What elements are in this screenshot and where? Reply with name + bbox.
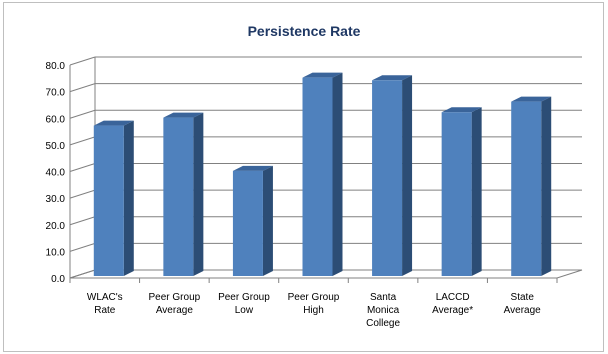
- x-category-label: LACCD Average*: [432, 292, 473, 316]
- bar: [372, 75, 413, 277]
- chart-title: Persistence Rate: [248, 23, 361, 39]
- y-tick-label: 30.0: [46, 194, 66, 205]
- bar-top: [93, 120, 134, 126]
- bar-side: [193, 112, 204, 276]
- bar-front: [441, 112, 472, 276]
- persistence-rate-chart: Persistence Rate 0.0 10.0 20.0 30.0 40.0 50.0…: [46, 23, 583, 329]
- bar-front: [372, 80, 403, 277]
- bar-front: [302, 77, 333, 276]
- y-axis-ticks: 0.0 10.0 20.0 30.0 40.0 50.0 60.0 70.0 80.0: [46, 61, 66, 285]
- bar-front: [511, 101, 542, 276]
- bar-side: [471, 107, 482, 276]
- x-axis-labels: WLAC's Rate Peer Group Average Peer Group Low…: [87, 292, 541, 329]
- bar-side: [402, 75, 413, 277]
- gridline-diagonal: [69, 56, 96, 66]
- gridline-diagonal: [69, 136, 96, 146]
- gridline-diagonal: [69, 189, 96, 199]
- bar: [511, 96, 552, 276]
- bars: [93, 72, 552, 277]
- y-tick-label: 10.0: [46, 247, 66, 258]
- axes: [69, 56, 583, 283]
- y-tick-label: 0.0: [51, 274, 65, 285]
- x-category-label: Peer Group High: [288, 292, 340, 316]
- x-category-label: WLAC's Rate: [87, 292, 123, 316]
- bar-top: [441, 107, 482, 113]
- bar-front: [93, 125, 124, 276]
- x-category-label: Santa Monica College: [366, 292, 400, 329]
- gridline-diagonal: [69, 83, 96, 93]
- bar-side: [123, 120, 134, 276]
- y-tick-label: 50.0: [46, 141, 66, 152]
- gridline-diagonal: [69, 163, 96, 172]
- bar: [302, 72, 343, 276]
- bar: [163, 112, 204, 276]
- bar-top: [163, 112, 204, 118]
- x-category-label: Peer Group Average: [149, 292, 201, 316]
- bar-front: [232, 170, 263, 276]
- y-tick-label: 20.0: [46, 221, 66, 232]
- bar-top: [232, 165, 273, 171]
- gridline-diagonal: [69, 109, 96, 119]
- bar-top: [302, 72, 343, 78]
- chart-floor: [69, 269, 583, 279]
- y-tick-label: 80.0: [46, 61, 66, 72]
- bar-side: [332, 72, 343, 276]
- x-category-label: State Average: [504, 292, 542, 316]
- y-tick-label: 40.0: [46, 168, 66, 179]
- bar-side: [541, 96, 552, 276]
- bar-top: [372, 75, 413, 81]
- bar-front: [163, 117, 194, 276]
- bar: [93, 120, 134, 276]
- y-tick-label: 70.0: [46, 88, 66, 99]
- bar: [441, 107, 482, 276]
- bar: [232, 165, 273, 276]
- y-tick-label: 60.0: [46, 114, 66, 125]
- gridline-diagonal: [69, 242, 96, 252]
- bar-top: [511, 96, 552, 102]
- bar-side: [262, 165, 273, 276]
- chart-frame: Persistence Rate 0.0 10.0 20.0 30.0 40.0 50.0…: [3, 2, 604, 352]
- x-category-label: Peer Group Low: [218, 292, 270, 316]
- gridline-diagonal: [69, 216, 96, 226]
